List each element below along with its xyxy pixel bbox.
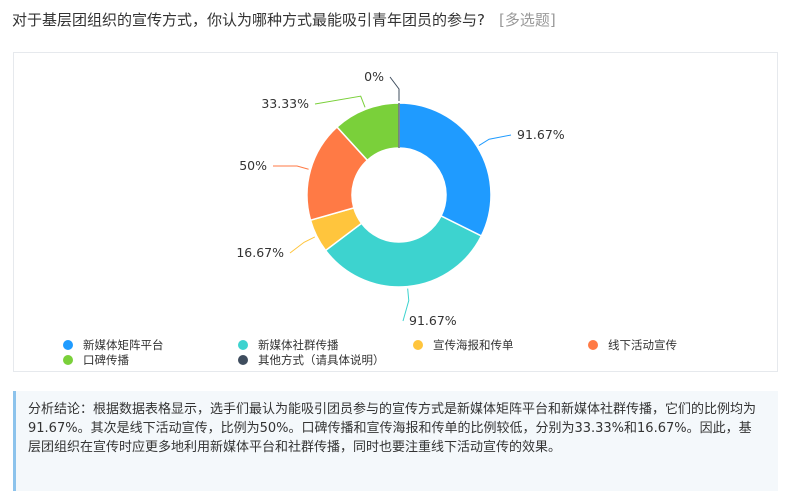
legend-label-2: 宣传海报和传单 — [433, 338, 514, 352]
question-type-tag: [多选题] — [498, 11, 556, 29]
slice-0[interactable] — [398, 102, 492, 238]
question-title: 对于基层团组织的宣传方式，你认为哪种方式最能吸引青年团员的参与? [多选题] — [12, 9, 772, 30]
data-label-4: 33.33% — [261, 96, 309, 111]
legend-dot-2 — [413, 339, 423, 350]
legend-item-1[interactable]: 新媒体社群传播 — [238, 337, 339, 353]
legend-label-5: 其他方式（请具体说明） — [258, 353, 385, 367]
legend-label-4: 口碑传播 — [83, 353, 129, 367]
legend-item-3[interactable]: 线下活动宣传 — [588, 337, 677, 353]
legend-dot-5 — [238, 354, 248, 365]
leader-line-2 — [289, 236, 316, 254]
legend-dot-4 — [63, 354, 73, 365]
legend-item-0[interactable]: 新媒体矩阵平台 — [63, 337, 164, 353]
legend-item-2[interactable]: 宣传海报和传单 — [413, 337, 514, 353]
leader-line-5 — [389, 76, 400, 101]
legend-dot-1 — [238, 339, 248, 350]
legend-dot-0 — [63, 339, 73, 350]
data-label-2: 16.67% — [236, 245, 284, 260]
conclusion-text: 分析结论：根据数据表格显示，选手们最认为能吸引团员参与的宣传方式是新媒体矩阵平台… — [28, 402, 757, 455]
data-label-0: 91.67% — [517, 127, 565, 142]
legend-item-4[interactable]: 口碑传播 — [63, 352, 129, 368]
question-text: 对于基层团组织的宣传方式，你认为哪种方式最能吸引青年团员的参与? — [12, 11, 485, 29]
legend-label-1: 新媒体社群传播 — [258, 338, 339, 352]
data-label-3: 50% — [239, 158, 267, 173]
analysis-conclusion: 分析结论：根据数据表格显示，选手们最认为能吸引团员参与的宣传方式是新媒体矩阵平台… — [13, 391, 778, 491]
legend-dot-3 — [588, 339, 598, 350]
leader-line-3 — [272, 165, 309, 170]
leader-line-0 — [478, 134, 512, 146]
data-label-1: 91.67% — [409, 313, 457, 328]
legend-label-0: 新媒体矩阵平台 — [83, 338, 164, 352]
donut-chart: 91.67% 91.67% 16.67% 50% 33.33% 0% — [236, 69, 565, 328]
leader-line-4 — [314, 95, 366, 108]
legend-label-3: 线下活动宣传 — [608, 338, 677, 352]
slice-1[interactable] — [324, 214, 483, 288]
legend-item-5[interactable]: 其他方式（请具体说明） — [238, 352, 385, 368]
leader-line-1 — [402, 288, 410, 322]
data-label-5: 0% — [364, 69, 384, 84]
chart-card: 91.67% 91.67% 16.67% 50% 33.33% 0% 新媒体矩阵平台 新媒… — [13, 52, 778, 372]
